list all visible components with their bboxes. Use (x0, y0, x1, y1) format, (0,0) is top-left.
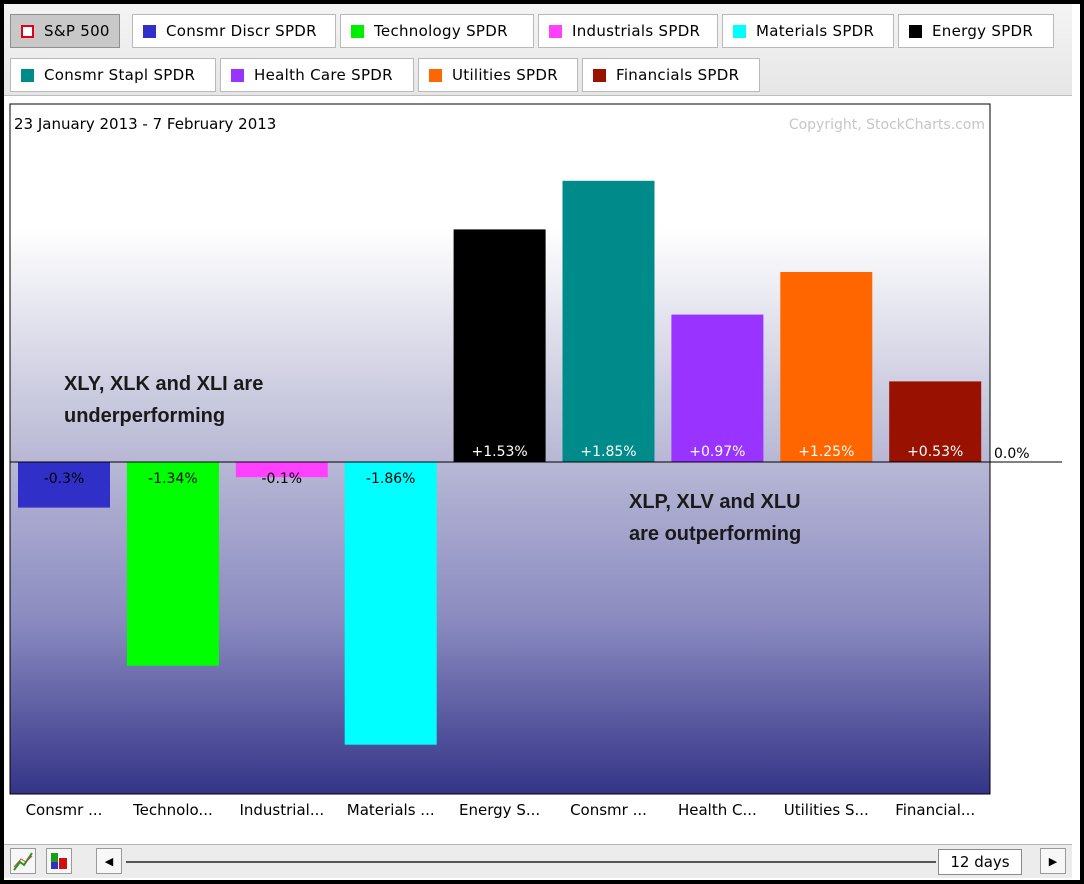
symbol-tab[interactable]: S&P 500 (10, 14, 120, 48)
symbol-tab-bar: S&P 500 Consmr Discr SPDR Technology SPDR I… (4, 4, 1072, 96)
bar-2 (126, 462, 219, 666)
bar-value-label: -0.3% (44, 471, 85, 487)
tab-label: Consmr Discr SPDR (166, 22, 317, 40)
bar-9 (889, 381, 982, 462)
x-tick-label: Consmr ... (26, 801, 103, 819)
bar-4 (344, 462, 437, 745)
symbol-tab[interactable]: Consmr Stapl SPDR (10, 58, 216, 92)
bar-1 (18, 462, 110, 508)
bar-chart-icon[interactable] (46, 848, 72, 874)
annotation-line: are outperforming (629, 523, 801, 545)
legend-swatch (429, 68, 442, 82)
copyright: Copyright, StockCharts.com (789, 117, 985, 133)
x-tick-label: Financial... (895, 801, 975, 819)
time-scrollbar[interactable] (126, 861, 936, 863)
tab-label: Financials SPDR (616, 66, 740, 84)
annotation-line: XLY, XLK and XLI are (64, 373, 263, 395)
scroll-left-icon[interactable]: ◀ (96, 848, 122, 874)
symbol-tab[interactable]: Health Care SPDR (220, 58, 414, 92)
legend-swatch (733, 24, 746, 38)
tab-label: Technology SPDR (374, 22, 508, 40)
annotation-line: XLP, XLV and XLU (629, 491, 801, 513)
bar-value-label: +1.25% (798, 444, 854, 460)
scroll-right-icon[interactable]: ▶ (1040, 848, 1066, 874)
legend-swatch (351, 24, 364, 38)
tab-label: Materials SPDR (756, 22, 875, 40)
bar-value-label: +1.53% (471, 444, 527, 460)
tab-label: Energy SPDR (932, 22, 1034, 40)
tab-label: Industrials SPDR (572, 22, 701, 40)
x-tick-label: Energy S... (459, 801, 540, 819)
status-bar: ◀ 12 days ▶ (4, 844, 1072, 878)
symbol-tab[interactable]: Industrials SPDR (538, 14, 718, 48)
tab-label: Consmr Stapl SPDR (44, 66, 196, 84)
bar-value-label: -0.1% (261, 471, 302, 487)
x-tick-label: Materials ... (347, 801, 435, 819)
line-chart-icon[interactable] (10, 848, 36, 874)
x-tick-label: Consmr ... (570, 801, 647, 819)
symbol-tab[interactable]: Utilities SPDR (418, 58, 578, 92)
symbol-tab[interactable]: Technology SPDR (340, 14, 534, 48)
legend-swatch (21, 68, 34, 82)
bar-value-label: +0.97% (689, 444, 745, 460)
symbol-tab[interactable]: Materials SPDR (722, 14, 894, 48)
x-tick-label: Industrial... (239, 801, 324, 819)
zero-axis-label: 0.0% (994, 446, 1030, 462)
period-selector[interactable]: 12 days (938, 849, 1022, 875)
bar-6 (562, 180, 655, 463)
bar-value-label: +0.53% (907, 444, 963, 460)
tab-label: Utilities SPDR (452, 66, 558, 84)
tab-label: Health Care SPDR (254, 66, 393, 84)
legend-swatch (549, 24, 562, 38)
legend-swatch (143, 24, 156, 38)
legend-swatch (21, 24, 34, 38)
annotation-line: underperforming (64, 405, 225, 427)
bar-value-label: +1.85% (580, 444, 636, 460)
bar-7 (671, 314, 764, 462)
bar-value-label: -1.86% (366, 471, 416, 487)
legend-swatch (593, 68, 606, 82)
bar-8 (780, 272, 873, 462)
symbol-tab[interactable]: Energy SPDR (898, 14, 1054, 48)
symbol-tab[interactable]: Consmr Discr SPDR (132, 14, 336, 48)
legend-swatch (909, 24, 922, 38)
bar-value-label: -1.34% (148, 471, 198, 487)
x-tick-label: Technolo... (132, 801, 213, 819)
tab-label: S&P 500 (44, 22, 110, 40)
legend-swatch (231, 68, 244, 82)
date-range: 23 January 2013 - 7 February 2013 (14, 115, 276, 133)
x-tick-label: Utilities S... (784, 801, 869, 819)
symbol-tab[interactable]: Financials SPDR (582, 58, 760, 92)
x-tick-label: Health C... (678, 801, 757, 819)
bar-3 (235, 462, 328, 478)
bar-5 (453, 229, 546, 462)
